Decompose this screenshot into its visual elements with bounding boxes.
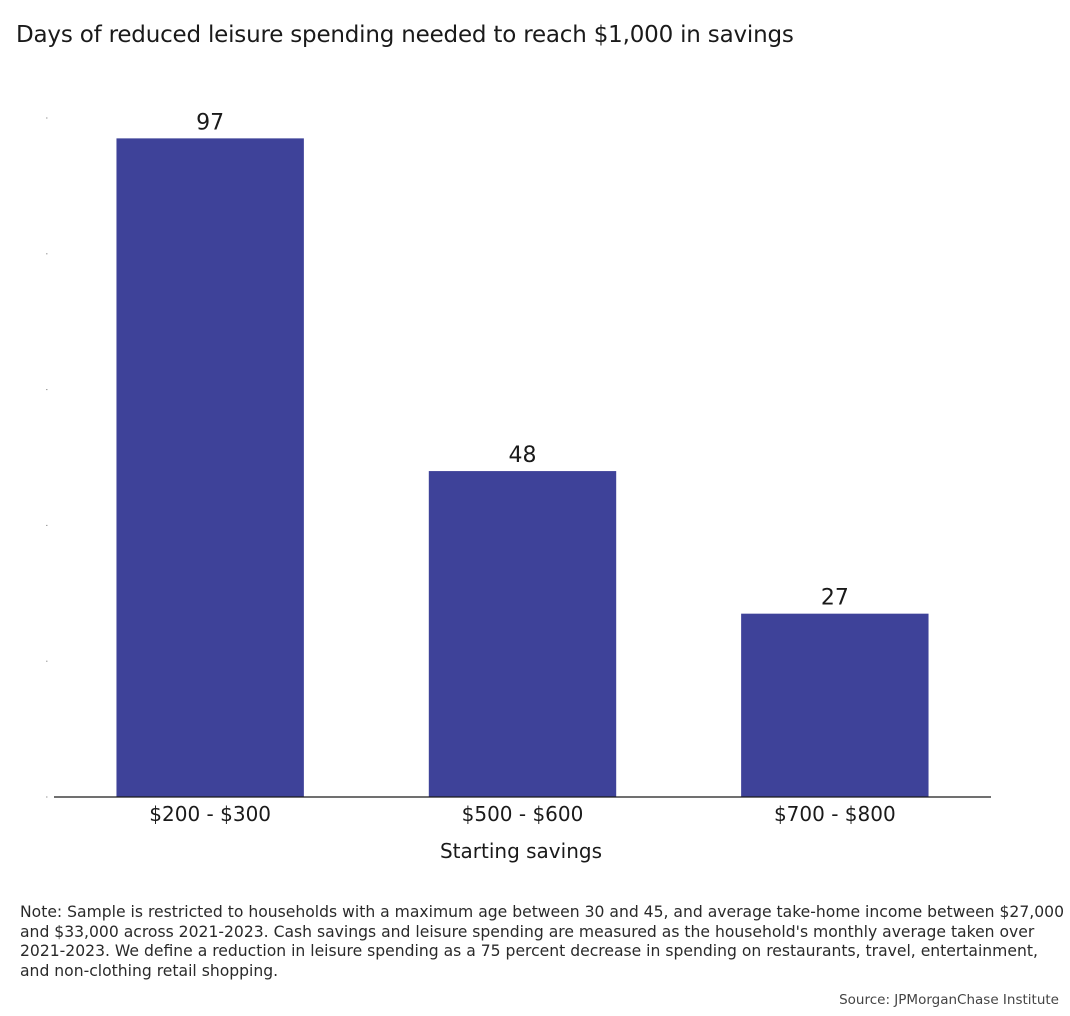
data-label: 97 <box>196 110 224 135</box>
bar <box>116 138 304 797</box>
data-label: 27 <box>821 586 849 611</box>
y-axis-ticks <box>46 117 48 798</box>
bar <box>428 471 617 797</box>
x-tick-label: $500 - $600 <box>462 802 584 826</box>
data-labels: 97 48 27 <box>196 110 849 610</box>
bar <box>741 613 929 797</box>
source-credit: Source: JPMorganChase Institute <box>839 992 1059 1008</box>
x-axis-title: Starting savings <box>440 839 602 863</box>
x-tick-label: $700 - $800 <box>774 802 896 826</box>
chart-title: Days of reduced leisure spending needed … <box>16 22 794 48</box>
data-label: 48 <box>509 443 537 468</box>
bar-series <box>116 138 929 797</box>
footnote: Note: Sample is restricted to households… <box>20 903 1064 981</box>
x-axis-tick-labels: $200 - $300 $500 - $600 $700 - $800 <box>149 802 895 826</box>
x-tick-label: $200 - $300 <box>149 802 271 826</box>
bar-chart: 97 48 27 $200 - $300 $500 - $600 $700 - $800… <box>46 110 991 863</box>
